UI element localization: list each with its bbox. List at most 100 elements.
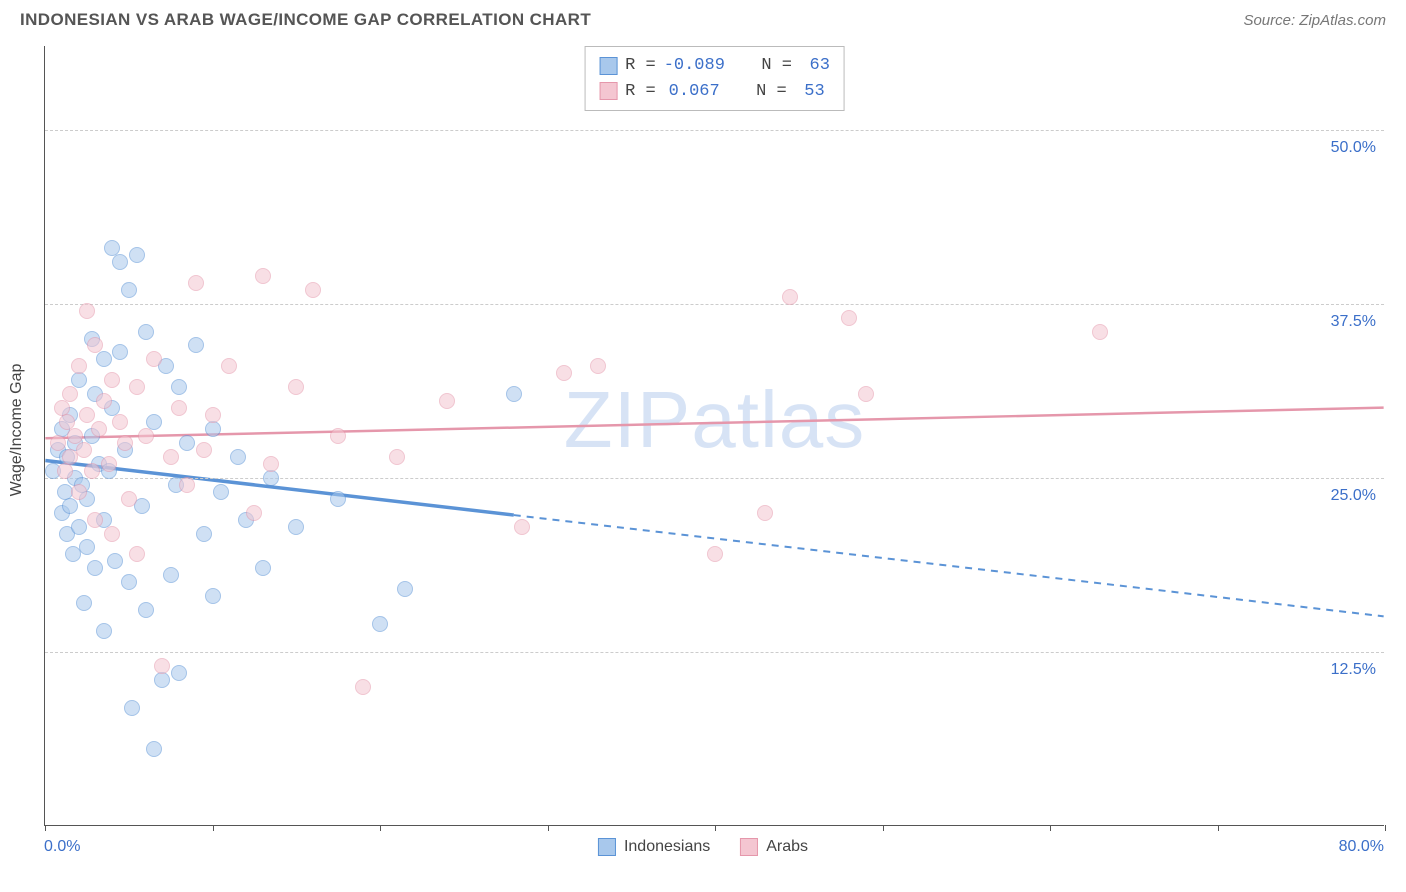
data-point (782, 289, 798, 305)
data-point (171, 400, 187, 416)
data-point (263, 456, 279, 472)
trend-line-dashed (514, 515, 1384, 616)
data-point (121, 282, 137, 298)
trend-line-solid (45, 408, 1383, 439)
x-tick (1050, 825, 1051, 831)
data-point (1092, 324, 1108, 340)
data-point (96, 393, 112, 409)
data-point (255, 268, 271, 284)
data-point (205, 588, 221, 604)
grid-line (45, 478, 1384, 479)
r-label: R = (625, 79, 656, 105)
grid-line (45, 652, 1384, 653)
legend-item: Indonesians (598, 838, 710, 856)
data-point (188, 275, 204, 291)
watermark: ZIPatlas (564, 374, 865, 466)
data-point (305, 282, 321, 298)
legend-swatch (740, 838, 758, 856)
data-point (154, 672, 170, 688)
r-label: R = (625, 53, 656, 79)
data-point (129, 546, 145, 562)
x-tick (715, 825, 716, 831)
data-point (841, 310, 857, 326)
data-point (330, 491, 346, 507)
data-point (62, 386, 78, 402)
data-point (112, 344, 128, 360)
data-point (288, 519, 304, 535)
x-tick (213, 825, 214, 831)
data-point (163, 449, 179, 465)
data-point (288, 379, 304, 395)
data-point (96, 623, 112, 639)
stats-row: R =-0.089 N =63 (599, 53, 830, 79)
grid-line (45, 304, 1384, 305)
legend-label: Arabs (766, 838, 808, 856)
data-point (79, 539, 95, 555)
y-tick-label: 50.0% (1331, 139, 1376, 157)
data-point (112, 254, 128, 270)
data-point (87, 337, 103, 353)
data-point (707, 546, 723, 562)
data-point (389, 449, 405, 465)
data-point (858, 386, 874, 402)
data-point (62, 498, 78, 514)
stats-box: R =-0.089 N =63R =0.067 N =53 (584, 46, 845, 111)
data-point (188, 337, 204, 353)
x-tick (45, 825, 46, 831)
data-point (124, 700, 140, 716)
data-point (146, 351, 162, 367)
x-tick (883, 825, 884, 831)
data-point (129, 379, 145, 395)
chart-source: Source: ZipAtlas.com (1243, 12, 1386, 29)
data-point (112, 414, 128, 430)
data-point (757, 505, 773, 521)
data-point (146, 741, 162, 757)
bottom-legend: Indonesians Arabs (598, 838, 808, 856)
data-point (87, 560, 103, 576)
data-point (76, 595, 92, 611)
legend-label: Indonesians (624, 838, 710, 856)
x-axis-max-label: 80.0% (1339, 838, 1384, 856)
data-point (107, 553, 123, 569)
data-point (163, 567, 179, 583)
legend-swatch (599, 82, 617, 100)
data-point (91, 421, 107, 437)
data-point (330, 428, 346, 444)
r-value: -0.089 (664, 53, 725, 79)
stats-row: R =0.067 N =53 (599, 79, 830, 105)
data-point (196, 442, 212, 458)
data-point (372, 616, 388, 632)
x-axis-min-label: 0.0% (44, 838, 80, 856)
chart-plot-area: ZIPatlas R =-0.089 N =63R =0.067 N =53 1… (44, 46, 1384, 826)
data-point (179, 477, 195, 493)
n-value: 63 (800, 53, 830, 79)
trend-lines (45, 46, 1384, 825)
data-point (506, 386, 522, 402)
data-point (138, 324, 154, 340)
n-value: 53 (795, 79, 825, 105)
grid-line (45, 130, 1384, 131)
data-point (71, 519, 87, 535)
data-point (121, 491, 137, 507)
data-point (205, 421, 221, 437)
legend-swatch (598, 838, 616, 856)
y-tick-label: 25.0% (1331, 487, 1376, 505)
data-point (556, 365, 572, 381)
y-tick-label: 12.5% (1331, 661, 1376, 679)
data-point (171, 665, 187, 681)
data-point (255, 560, 271, 576)
data-point (138, 602, 154, 618)
data-point (179, 435, 195, 451)
data-point (246, 505, 262, 521)
data-point (96, 351, 112, 367)
data-point (71, 358, 87, 374)
data-point (101, 456, 117, 472)
data-point (514, 519, 530, 535)
data-point (154, 658, 170, 674)
data-point (84, 463, 100, 479)
data-point (205, 407, 221, 423)
data-point (57, 463, 73, 479)
data-point (196, 526, 212, 542)
data-point (129, 247, 145, 263)
data-point (121, 574, 137, 590)
